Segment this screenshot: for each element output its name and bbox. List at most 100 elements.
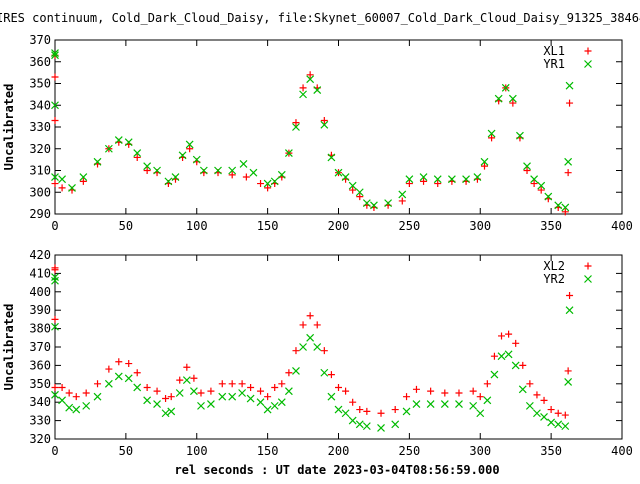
data-point bbox=[51, 51, 59, 60]
data-point bbox=[238, 389, 247, 397]
y-axis-label: Uncalibrated bbox=[2, 84, 16, 171]
legend-marker bbox=[584, 262, 592, 270]
data-point bbox=[455, 400, 463, 408]
chart-panel-2: 0 50 100 150 200 250 300 350 400 320 330 340 350 360 3… bbox=[2, 248, 633, 458]
x-tick-label: 0 bbox=[51, 219, 58, 233]
data-point bbox=[51, 276, 59, 285]
series-XL1 bbox=[51, 51, 574, 216]
data-point bbox=[547, 418, 556, 427]
data-point bbox=[564, 169, 572, 177]
legend-label: YR1 bbox=[543, 57, 565, 71]
data-point bbox=[143, 383, 151, 391]
data-point bbox=[313, 321, 321, 329]
data-point bbox=[356, 193, 364, 201]
data-point bbox=[284, 149, 293, 158]
data-point bbox=[228, 392, 237, 401]
x-tick-label: 300 bbox=[469, 444, 491, 458]
data-point bbox=[516, 131, 524, 140]
data-point bbox=[263, 405, 272, 414]
data-point bbox=[488, 134, 496, 142]
x-tick-label: 300 bbox=[469, 219, 491, 233]
data-point bbox=[68, 183, 76, 192]
data-point bbox=[348, 181, 357, 190]
data-point bbox=[105, 365, 113, 373]
data-point bbox=[508, 94, 517, 103]
data-point bbox=[164, 177, 173, 186]
data-point bbox=[299, 343, 307, 351]
data-point bbox=[143, 396, 152, 405]
x-tick-label: 0 bbox=[51, 444, 58, 458]
x-tick-label: 50 bbox=[119, 219, 133, 233]
series-YR1 bbox=[51, 49, 574, 212]
data-point bbox=[564, 367, 572, 375]
data-point bbox=[398, 197, 406, 205]
data-point bbox=[342, 387, 350, 395]
data-point bbox=[349, 186, 357, 194]
data-point bbox=[526, 380, 534, 388]
data-point bbox=[476, 393, 484, 401]
data-point bbox=[284, 387, 293, 396]
data-point bbox=[501, 83, 510, 92]
data-point bbox=[72, 405, 81, 414]
data-point bbox=[72, 393, 80, 401]
data-point bbox=[497, 352, 506, 361]
data-point bbox=[512, 339, 520, 347]
data-point bbox=[176, 376, 184, 384]
y-tick-label: 400 bbox=[29, 285, 51, 299]
data-point bbox=[51, 173, 59, 181]
data-point bbox=[561, 411, 569, 419]
data-point bbox=[355, 420, 364, 429]
data-point bbox=[355, 188, 364, 197]
data-point bbox=[320, 368, 329, 377]
data-point bbox=[207, 387, 215, 395]
y-tick-label: 340 bbox=[29, 395, 51, 409]
data-point bbox=[51, 180, 59, 188]
data-point bbox=[412, 385, 420, 393]
data-point bbox=[509, 99, 517, 107]
x-tick-label: 150 bbox=[257, 444, 279, 458]
data-point bbox=[264, 184, 272, 192]
data-point bbox=[292, 119, 300, 127]
data-point bbox=[124, 374, 133, 383]
data-point bbox=[540, 412, 548, 421]
data-point bbox=[197, 401, 205, 410]
data-point bbox=[547, 406, 555, 414]
y-tick-label: 340 bbox=[29, 98, 51, 112]
y-tick-label: 410 bbox=[29, 266, 51, 280]
data-point bbox=[561, 422, 570, 431]
data-point bbox=[153, 387, 161, 395]
data-point bbox=[377, 409, 385, 417]
data-point bbox=[190, 374, 198, 382]
x-axis-label: rel seconds : UT date 2023-03-04T08:56:5… bbox=[174, 463, 499, 477]
data-point bbox=[490, 370, 499, 379]
y-tick-label: 320 bbox=[29, 142, 51, 156]
data-point bbox=[167, 393, 175, 401]
y-tick-label: 390 bbox=[29, 303, 51, 317]
data-point bbox=[565, 81, 574, 90]
x-tick-label: 100 bbox=[186, 219, 208, 233]
data-point bbox=[162, 395, 170, 403]
data-point bbox=[362, 422, 371, 431]
data-point bbox=[348, 416, 357, 425]
data-point bbox=[544, 192, 553, 201]
series-YR2 bbox=[51, 273, 574, 432]
data-point bbox=[133, 369, 141, 377]
series-XL2 bbox=[51, 264, 574, 419]
data-point bbox=[167, 407, 176, 416]
y-tick-label: 350 bbox=[29, 77, 51, 91]
data-point bbox=[377, 424, 385, 432]
data-point bbox=[504, 350, 513, 359]
data-point bbox=[440, 400, 449, 408]
data-point bbox=[199, 166, 208, 175]
data-point bbox=[564, 378, 573, 386]
data-point bbox=[447, 175, 456, 184]
data-point bbox=[104, 379, 113, 388]
data-point bbox=[124, 138, 133, 147]
data-point bbox=[426, 400, 435, 408]
data-point bbox=[178, 151, 187, 160]
data-point bbox=[419, 173, 428, 181]
data-point bbox=[51, 322, 59, 331]
data-point bbox=[171, 173, 180, 181]
data-point bbox=[561, 208, 569, 216]
data-point bbox=[469, 401, 478, 410]
